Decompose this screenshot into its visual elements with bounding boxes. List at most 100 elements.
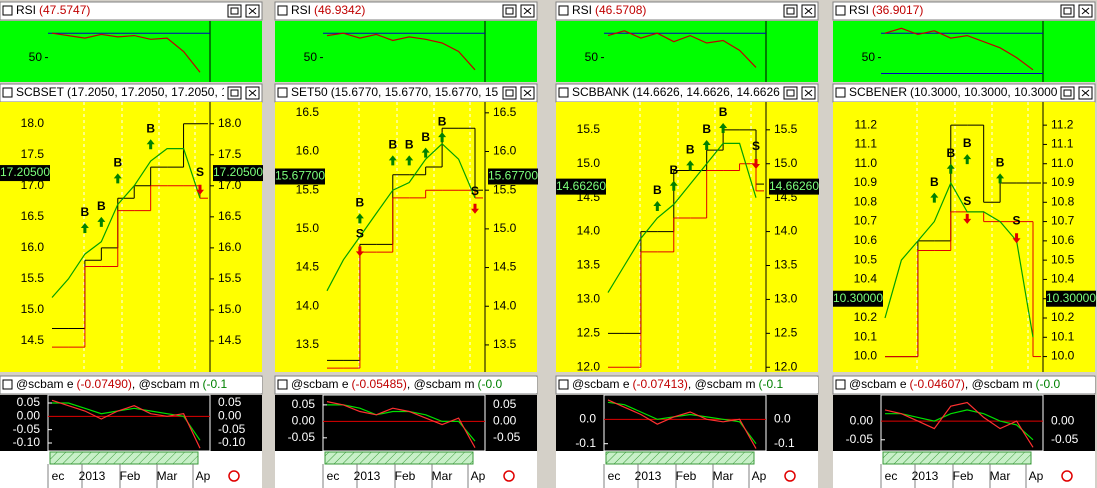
chart-window: RSI (36.9017) 50 SCBENER (10.3000, 10.3000, …	[832, 1, 1096, 488]
rsi-title: RSI (46.9342)	[291, 3, 365, 17]
sell-arrow	[471, 203, 479, 214]
y-tick-label: 14.5	[493, 260, 517, 274]
maximize-button[interactable]	[1060, 86, 1075, 100]
y-tick-label: 12.0	[577, 359, 601, 373]
buy-arrow	[355, 213, 364, 224]
window-icon	[2, 87, 13, 98]
osc-tick-label: -0.10	[218, 435, 246, 449]
max-glyph	[505, 89, 514, 97]
signal-label: B	[946, 146, 955, 160]
osc-m-name: , @scbam m	[132, 377, 200, 391]
buy-arrow	[963, 154, 972, 165]
last-price-box	[488, 168, 538, 185]
rsi-header	[832, 1, 1096, 21]
signal-label: B	[702, 122, 711, 136]
y-tick-label: 10.5	[854, 252, 878, 266]
osc-title: @scbam e (-0.07413), @scbam m (-0.1	[572, 377, 783, 391]
window-icon	[558, 5, 569, 16]
alert-icon[interactable]	[784, 470, 796, 482]
buy-arrow	[405, 155, 414, 166]
x-tick-label: Feb	[120, 469, 141, 483]
max-glyph	[505, 7, 514, 15]
last-price-label: 15.67700	[275, 169, 325, 183]
y-tick-label: 10.0	[1051, 349, 1075, 363]
maximize-button[interactable]	[227, 86, 242, 100]
y-tick-label: 17.5	[218, 147, 242, 161]
price-title: SET50 (15.6770, 15.6770, 15.6770, 15.677	[291, 85, 522, 99]
buy-arrow	[702, 139, 711, 150]
osc-m-name: , @scbam m	[688, 377, 756, 391]
buy-arrow	[653, 201, 662, 212]
close-line	[884, 181, 1034, 338]
max-glyph	[1063, 89, 1072, 97]
y-tick-label: 11.0	[1051, 156, 1074, 170]
signal-label: B	[113, 156, 122, 170]
y-tick-label: 17.5	[21, 147, 45, 161]
maximize-button[interactable]	[783, 86, 798, 100]
x-tick-label: Ap	[1029, 469, 1044, 483]
x-tick-label: 2013	[912, 469, 939, 483]
maximize-button[interactable]	[783, 4, 798, 18]
osc-tick-label: 0.05	[17, 395, 41, 409]
sell-arrow	[752, 158, 760, 169]
signal-label: B	[405, 138, 414, 152]
osc-m-value: (-0.1	[202, 377, 227, 391]
y-tick-label: 15.5	[218, 271, 242, 285]
rsi-area	[275, 21, 537, 82]
close-glyph	[1081, 89, 1090, 97]
maximize-button[interactable]	[502, 4, 517, 18]
last-price-label: 14.66260	[769, 179, 819, 193]
maximize-button[interactable]	[227, 4, 242, 18]
price-area	[0, 102, 262, 372]
alert-icon[interactable]	[503, 470, 515, 482]
osc-title: @scbam e (-0.04607), @scbam m (-0.0	[849, 377, 1060, 391]
y-tick-label: 12.0	[774, 359, 798, 373]
buy-arrow	[438, 132, 447, 143]
close-glyph	[248, 89, 257, 97]
signal-label: B	[686, 143, 695, 157]
osc-tick-label: 0.00	[292, 414, 316, 428]
rsi-area	[556, 21, 818, 82]
y-tick-label: 12.5	[577, 326, 601, 340]
signal-label: S	[963, 194, 971, 208]
y-tick-label: 15.5	[493, 182, 517, 196]
y-tick-label: 10.1	[854, 329, 878, 343]
rsi-header	[274, 1, 538, 21]
y-tick-label: 17.0	[218, 178, 242, 192]
rsi-tick-label: 50	[304, 50, 318, 64]
osc-e-value: (-0.07490)	[77, 377, 132, 391]
y-tick-label: 15.0	[774, 156, 798, 170]
price-values: (14.6626, 14.6626, 14.6626, 14	[632, 85, 800, 99]
maximize-button[interactable]	[1060, 4, 1075, 18]
y-tick-label: 10.7	[854, 214, 878, 228]
maximize-button[interactable]	[502, 86, 517, 100]
rsi-title: RSI (46.5708)	[572, 3, 646, 17]
x-tick-label: Ap	[471, 469, 486, 483]
alert-icon[interactable]	[1061, 470, 1073, 482]
x-tick-label: 2013	[354, 469, 381, 483]
y-tick-label: 10.9	[854, 175, 878, 189]
y-tick-label: 13.5	[493, 337, 517, 351]
y-tick-label: 10.6	[854, 233, 878, 247]
y-tick-label: 15.0	[21, 302, 45, 316]
osc-plot	[47, 394, 211, 452]
x-tick-label: Ap	[196, 469, 211, 483]
alert-icon[interactable]	[228, 470, 240, 482]
osc-tick-label: -0.10	[13, 435, 41, 449]
buy-arrow	[97, 216, 106, 227]
rsi-name: RSI	[16, 3, 36, 17]
osc-e-name: @scbam e	[16, 377, 74, 391]
y-tick-label: 18.0	[218, 116, 242, 130]
y-tick-label: 15.5	[296, 182, 320, 196]
osc-tick-label: 0.05	[292, 397, 316, 411]
price-values: (15.6770, 15.6770, 15.6770, 15.677	[331, 85, 522, 99]
signal-label: B	[421, 130, 430, 144]
y-tick-label: 15.5	[21, 271, 45, 285]
y-tick-label: 13.0	[577, 292, 601, 306]
y-tick-label: 10.5	[1051, 252, 1075, 266]
last-price-box	[769, 178, 819, 195]
rsi-value: (46.5708)	[595, 3, 646, 17]
sell-arrow	[963, 213, 972, 224]
last-price-label: 14.66260	[556, 179, 606, 193]
close-glyph	[248, 7, 257, 15]
